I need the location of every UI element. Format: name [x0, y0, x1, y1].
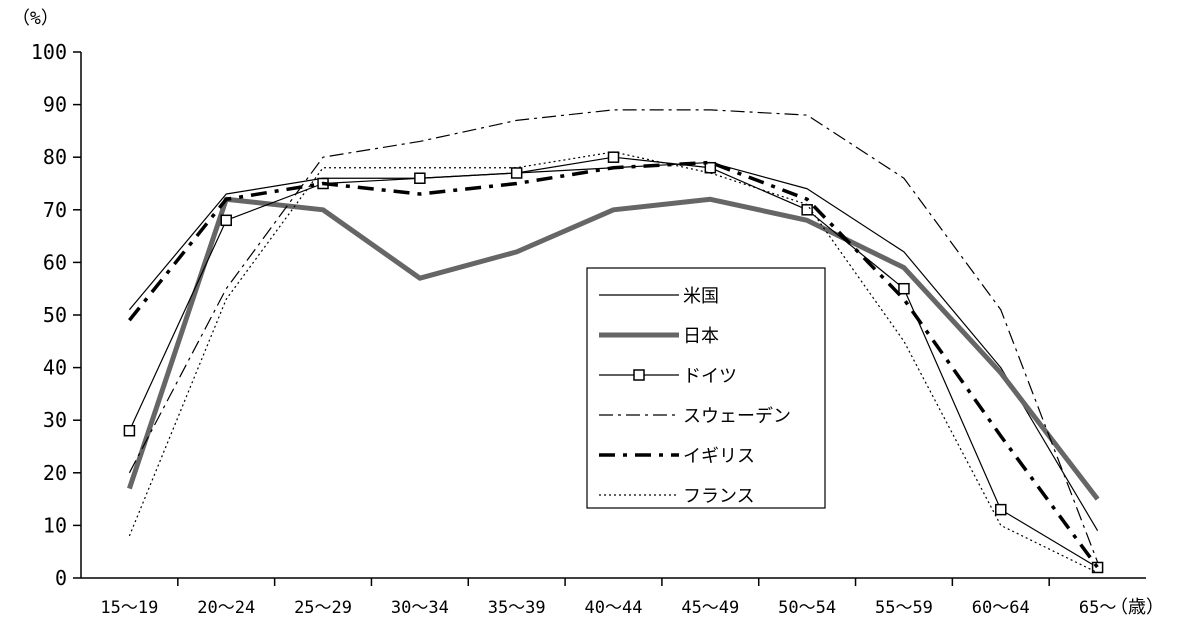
- legend-marker: [633, 369, 645, 381]
- data-point-marker: [607, 151, 620, 163]
- x-tick-label: 45～49: [681, 598, 739, 618]
- data-point-marker: [220, 214, 232, 227]
- series-line-3: [128, 109, 1099, 563]
- y-tick-label: 20: [43, 461, 67, 485]
- x-tick-label: 15～19: [100, 598, 158, 618]
- data-point-marker: [801, 204, 813, 216]
- series-layer: [123, 109, 1104, 574]
- y-tick-label: 50: [43, 303, 67, 327]
- x-tick-label: 50～54: [778, 598, 836, 618]
- chart-axes: 0 10 20 30 40 50 60 70 80 90 100 15～19 20～24 25～29 30～…: [12, 8, 1164, 618]
- series-line-1: [127, 196, 1100, 501]
- series-line-5: [128, 151, 1098, 574]
- data-point-marker: [704, 161, 717, 174]
- x-tick-label: 20～24: [197, 598, 255, 618]
- legend-label-2: ドイツ: [683, 366, 737, 387]
- data-point-marker: [995, 503, 1007, 516]
- y-tick-label: 70: [43, 198, 67, 222]
- y-tick-label: 80: [43, 145, 67, 169]
- legend-label-5: フランス: [683, 486, 755, 507]
- x-unit-label: （歳）: [1110, 597, 1164, 618]
- y-tick-label: 90: [43, 93, 67, 117]
- legend-label-3: スウェーデン: [683, 406, 791, 427]
- x-tick-label: 55～59: [875, 598, 933, 618]
- y-tick-label: 10: [43, 513, 67, 537]
- y-unit-label: （%）: [12, 8, 59, 29]
- data-point-marker: [1091, 561, 1104, 574]
- x-tick-label: 40～44: [585, 598, 643, 618]
- data-point-marker: [898, 282, 910, 295]
- data-point-marker: [123, 424, 136, 437]
- y-tick-label: 0: [55, 566, 67, 590]
- x-tick-label: 25～29: [294, 598, 352, 618]
- series-line-4: [128, 160, 1100, 569]
- legend-label-4: イギリス: [683, 446, 755, 467]
- y-tick-label: 100: [31, 40, 67, 64]
- y-tick-label: 30: [43, 408, 67, 432]
- x-tick-label: 30～34: [391, 598, 449, 618]
- legend-label-1: 日本: [683, 326, 719, 347]
- x-tick-label: 35～39: [488, 598, 546, 618]
- y-tick-label: 40: [43, 356, 67, 380]
- y-tick-label: 60: [43, 250, 67, 274]
- data-point-marker: [510, 167, 523, 179]
- x-tick-label: 60～64: [972, 598, 1030, 618]
- legend-box: [586, 267, 826, 509]
- data-point-marker: [414, 172, 426, 184]
- legend-label-0: 米国: [683, 286, 719, 307]
- x-tick-label: 65～: [1079, 598, 1116, 618]
